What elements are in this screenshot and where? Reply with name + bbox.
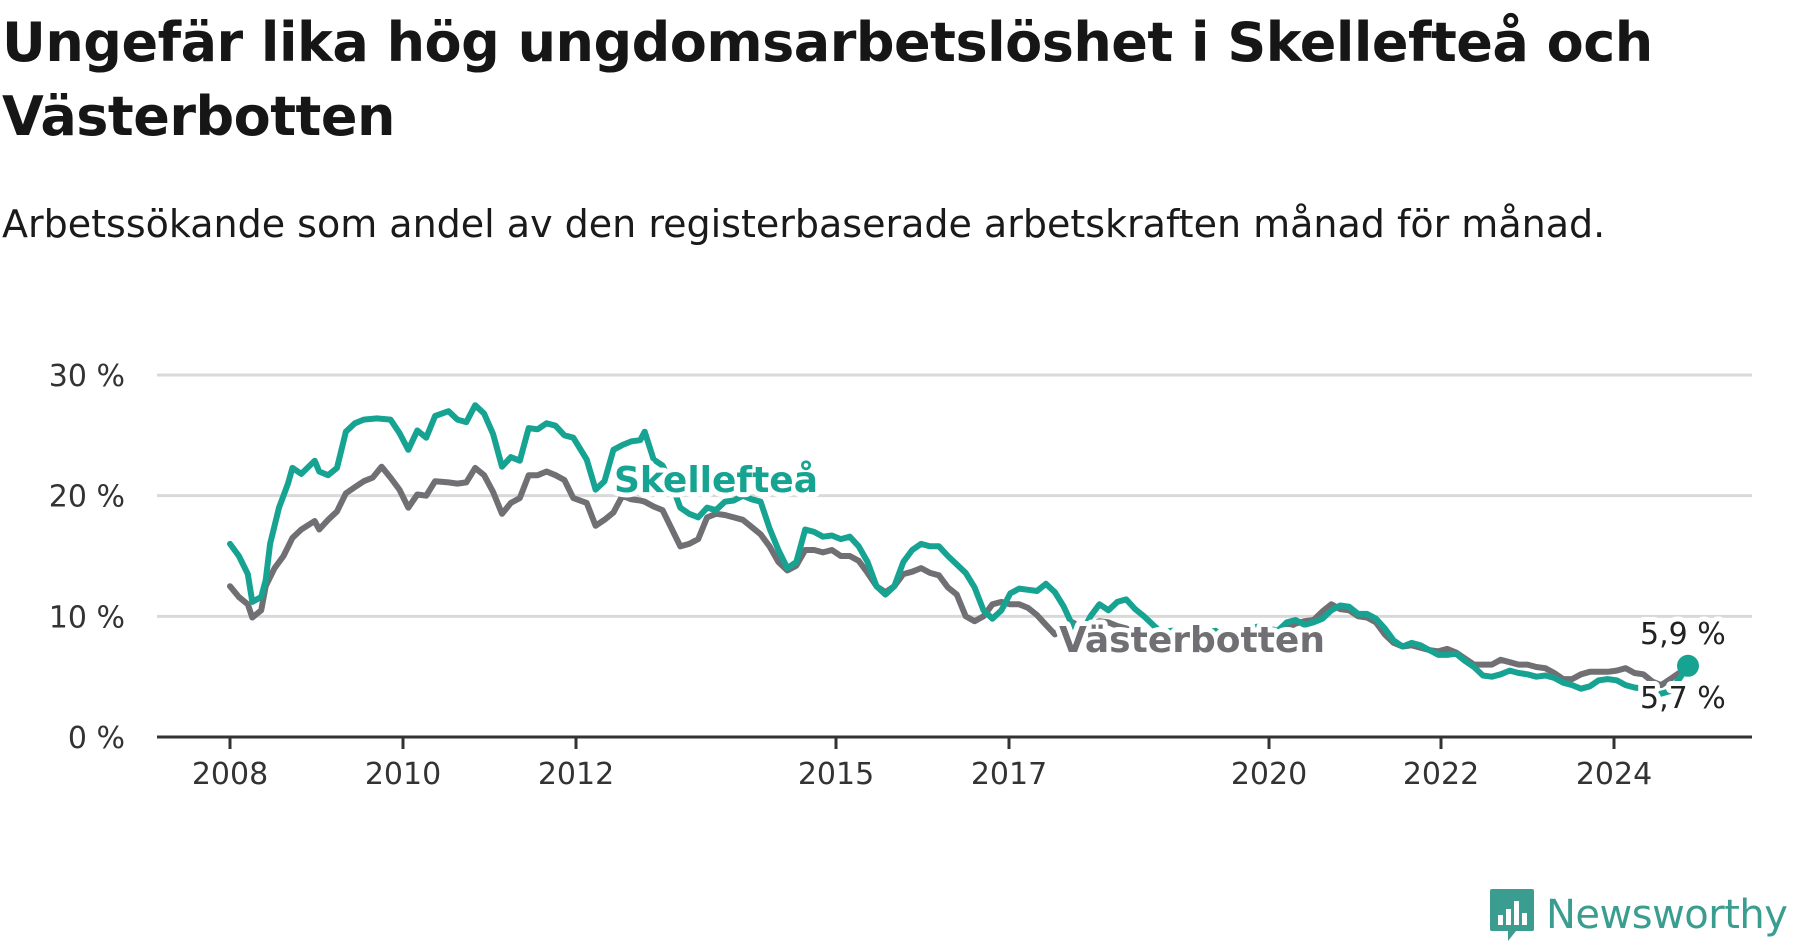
series-label-vasterbotten: Västerbotten [1059,620,1325,661]
series-line-vasterbotten [227,463,1691,689]
newsworthy-logo-icon [1490,889,1534,941]
x-tick-label: 2022 [1403,757,1479,792]
chart-title: Ungefär lika hög ungdomsarbetslöshet i S… [2,11,1653,148]
brand-name: Newsworthy [1546,892,1788,938]
end-value-skelleftea: 5,9 % [1640,617,1726,652]
y-tick-label: 10 % [49,600,125,635]
end-value-vasterbotten: 5,7 % [1640,681,1726,716]
series-labels: SkellefteåSkellefteåVästerbottenVästerbo… [609,455,1731,721]
series-label-vasterbotten-halo: Västerbotten [1059,620,1325,661]
x-tick-label: 2008 [192,757,268,792]
y-tick-label: 0 % [68,721,125,756]
gridlines [157,373,1752,618]
series-end-dot [1677,654,1699,677]
y-tick-label: 20 % [49,480,125,515]
x-tick-label: 2015 [798,757,874,792]
series-label-skelleftea-halo: Skellefteå [614,460,818,501]
chart-subtitle: Arbetssökande som andel av den registerb… [2,202,1606,246]
end-value-skelleftea-halo: 5,9 % [1640,617,1726,652]
x-tick-label: 2012 [538,757,614,792]
x-tick-label: 2017 [971,757,1047,792]
y-tick-label: 30 % [49,359,125,394]
end-value-vasterbotten-halo: 5,7 % [1640,681,1726,716]
x-tick-label: 2020 [1231,757,1307,792]
x-axis: 2008 2010 2012 2015 2017 2020 2022 2024 [157,735,1752,792]
series-lines [227,402,1699,698]
y-axis-ticks: 0 % 10 % 20 % 30 % [49,359,125,756]
series-label-skelleftea: Skellefteå [614,460,818,501]
series-line-skelleftea [227,402,1691,698]
x-tick-label: 2010 [365,757,441,792]
x-tick-label: 2024 [1576,757,1652,792]
brand-logo: Newsworthy [1488,880,1788,950]
